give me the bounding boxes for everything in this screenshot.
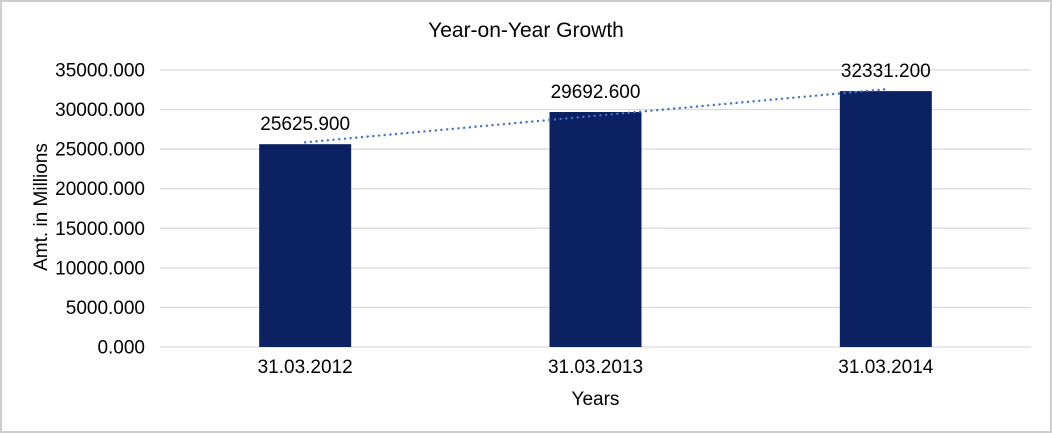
x-category-label: 31.03.2012: [258, 357, 353, 378]
chart-title: Year-on-Year Growth: [428, 19, 624, 42]
bar: [259, 144, 352, 347]
y-tick-label: 25000.000: [55, 140, 145, 161]
bar: [549, 112, 642, 348]
y-tick-label: 30000.000: [55, 100, 145, 121]
y-tick-label: 15000.000: [55, 219, 145, 240]
y-tick-label: 0.000: [97, 338, 145, 359]
y-tick-label: 35000.000: [55, 61, 145, 82]
x-axis-title: Years: [571, 389, 620, 410]
x-category-label: 31.03.2014: [838, 357, 934, 378]
data-label: 32331.200: [841, 61, 931, 82]
data-label: 25625.900: [260, 114, 350, 135]
y-tick-label: 5000.000: [66, 298, 145, 319]
y-tick-label: 20000.000: [55, 179, 145, 200]
bar: [839, 91, 932, 347]
y-tick-label: 10000.000: [55, 258, 145, 279]
x-category-label: 31.03.2013: [548, 357, 643, 378]
data-label: 29692.600: [551, 82, 641, 103]
trendline: [303, 88, 888, 144]
